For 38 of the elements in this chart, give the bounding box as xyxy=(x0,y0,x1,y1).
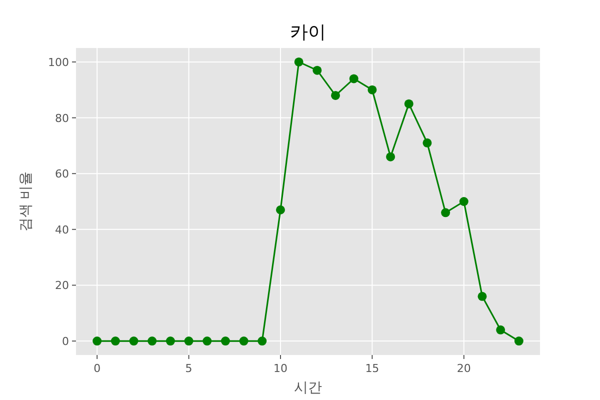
point xyxy=(386,152,396,162)
point xyxy=(514,336,524,346)
point xyxy=(459,197,468,206)
point xyxy=(478,292,487,301)
point xyxy=(496,325,506,334)
point xyxy=(184,336,194,346)
point xyxy=(220,336,230,346)
point xyxy=(312,66,322,75)
y-tick-label: 80 xyxy=(55,112,69,125)
x-axis-title: 시간 xyxy=(294,380,322,396)
point xyxy=(258,336,267,346)
point xyxy=(276,205,285,214)
x-tick-label: 15 xyxy=(365,362,380,375)
point xyxy=(129,336,138,346)
x-tick-label: 10 xyxy=(273,362,288,375)
point xyxy=(422,138,432,148)
x-tick-label: 5 xyxy=(185,362,192,375)
point xyxy=(148,336,157,346)
y-tick-label: 40 xyxy=(55,223,69,236)
y-tick-label: 60 xyxy=(55,168,69,181)
point xyxy=(202,336,212,346)
x-tick-label: 20 xyxy=(456,362,471,375)
y-tick-label: 0 xyxy=(62,335,69,348)
y-tick-label: 100 xyxy=(48,56,69,69)
chart-title: 카이 xyxy=(290,22,326,43)
point xyxy=(404,99,414,108)
point xyxy=(331,90,340,100)
point xyxy=(368,85,377,94)
point xyxy=(294,57,304,66)
point xyxy=(441,208,450,218)
point xyxy=(92,336,102,346)
point xyxy=(110,336,120,346)
y-axis-title: 검색 비율 xyxy=(18,171,34,232)
point xyxy=(239,336,248,346)
x-tick-label: 0 xyxy=(94,362,101,375)
point xyxy=(349,74,358,84)
y-tick-label: 20 xyxy=(55,279,69,292)
point xyxy=(166,336,175,346)
